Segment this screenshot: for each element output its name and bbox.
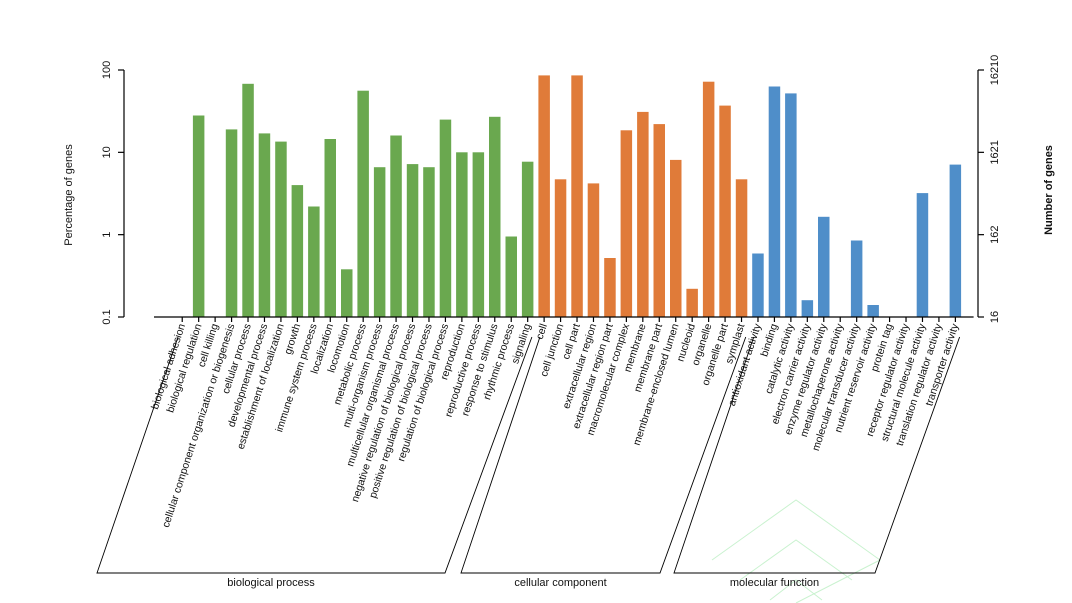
y-axis-label: Percentage of genes: [63, 144, 75, 246]
bar: [324, 139, 336, 317]
bar: [341, 269, 353, 317]
bar: [637, 111, 649, 318]
bar: [505, 236, 517, 317]
bar: [587, 183, 600, 317]
bar: [291, 185, 304, 317]
bars-layer: [192, 75, 962, 318]
bar: [801, 300, 814, 317]
group-label: cellular component: [514, 577, 606, 589]
right-tick-label: 1621: [989, 140, 1001, 164]
bar: [702, 81, 715, 317]
bar: [192, 115, 205, 317]
left-tick-label: 10: [101, 146, 113, 158]
right-y-axis: 16 162 1621 16210: [977, 55, 1001, 323]
bar: [538, 75, 550, 318]
group-bracket: [460, 336, 747, 574]
bar: [785, 93, 797, 318]
group-bracket: [96, 336, 533, 574]
bar: [768, 86, 781, 317]
bar: [275, 141, 287, 317]
left-tick-label: 1: [101, 232, 113, 238]
bar: [719, 105, 731, 317]
bar: [670, 159, 682, 317]
left-y-axis: 0.1 1 10 100: [101, 61, 125, 325]
bar: [439, 119, 452, 317]
bar: [242, 83, 254, 317]
bar: [258, 133, 271, 317]
left-tick-label: 100: [101, 61, 113, 79]
group-bracket: [673, 336, 961, 574]
bar: [916, 193, 929, 317]
group-brackets: biological process cellular component mole…: [96, 336, 961, 589]
bar: [571, 75, 583, 318]
watermark: [711, 499, 881, 603]
x-axis: [154, 316, 974, 322]
bar: [521, 161, 534, 317]
bar: [390, 135, 402, 317]
right-tick-label: 16: [989, 311, 1001, 323]
bar: [472, 152, 485, 317]
group-label: molecular function: [730, 577, 819, 589]
bar: [949, 164, 962, 317]
bar: [850, 240, 863, 317]
bar: [308, 206, 320, 317]
category-label: cell: [534, 322, 550, 341]
bar: [604, 258, 616, 317]
bar: [406, 164, 419, 317]
bar: [554, 179, 567, 317]
bar: [653, 124, 665, 317]
bar: [225, 129, 238, 317]
bar: [818, 216, 830, 317]
right-tick-label: 16210: [989, 55, 1001, 86]
bar: [735, 179, 748, 317]
bar: [423, 167, 435, 317]
bar: [489, 116, 501, 317]
y2-axis-label: Number of genes: [1043, 145, 1055, 235]
bar: [620, 130, 633, 317]
bar: [752, 253, 764, 317]
group-label: biological process: [227, 577, 315, 589]
bar: [686, 288, 698, 317]
left-tick-label: 0.1: [101, 309, 113, 324]
bar: [867, 305, 879, 317]
right-tick-label: 162: [989, 225, 1001, 243]
bar: [357, 90, 369, 317]
bar: [373, 167, 386, 317]
bar: [456, 152, 468, 317]
